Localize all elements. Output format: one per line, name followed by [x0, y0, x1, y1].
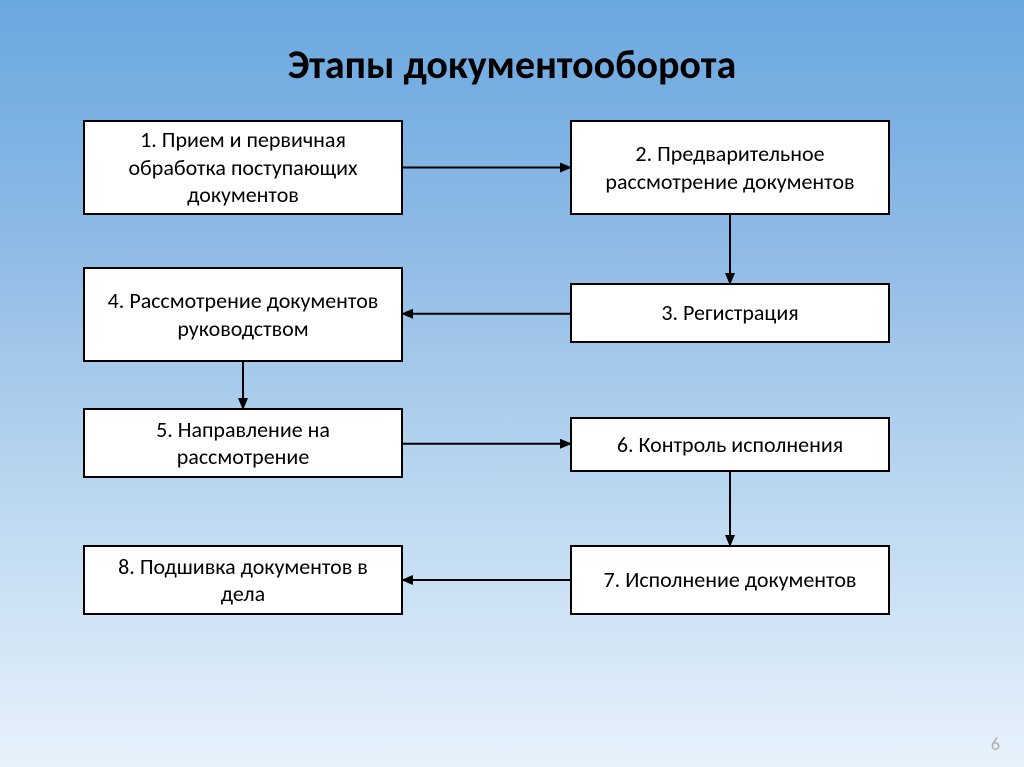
arrows-layer	[0, 0, 1024, 767]
flowchart-node: 6. Контроль исполнения	[570, 417, 890, 472]
page-title: Этапы документооборота	[0, 40, 1024, 89]
flowchart-node: 5. Направление на рассмотрение	[83, 408, 403, 478]
flowchart-node: 8. Подшивка документов в дела	[83, 545, 403, 615]
page-number: 6	[991, 733, 1000, 755]
flowchart-node: 1. Прием и первичная обработка поступающ…	[83, 120, 403, 215]
flowchart-node: 4. Рассмотрение документов руководством	[83, 267, 403, 362]
flowchart-node: 7. Исполнение документов	[570, 545, 890, 615]
flowchart-node: 3. Регистрация	[570, 283, 890, 343]
flowchart-node: 2. Предварительное рассмотрение документ…	[570, 120, 890, 215]
